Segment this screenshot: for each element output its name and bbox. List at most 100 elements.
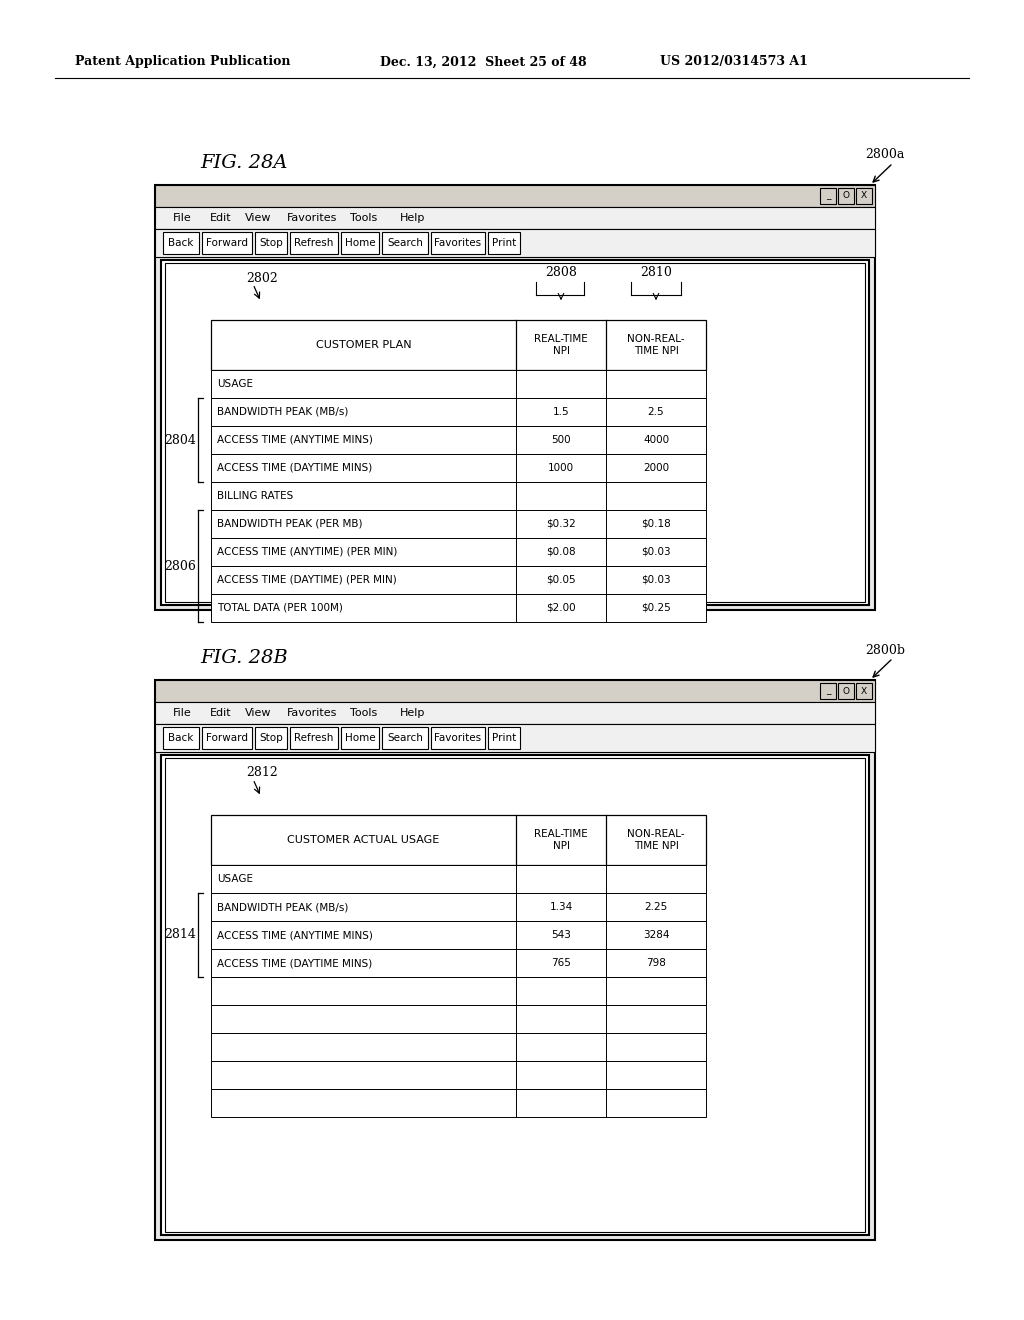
Text: 2804: 2804 bbox=[164, 433, 196, 446]
Bar bbox=[255, 727, 287, 748]
Text: FIG. 28A: FIG. 28A bbox=[200, 154, 288, 172]
Bar bbox=[211, 454, 706, 482]
Text: Favorites: Favorites bbox=[287, 213, 337, 223]
Text: Back: Back bbox=[168, 733, 194, 743]
Bar bbox=[211, 921, 706, 949]
Bar bbox=[382, 727, 428, 748]
Bar bbox=[202, 727, 252, 748]
Text: ACCESS TIME (ANYTIME MINS): ACCESS TIME (ANYTIME MINS) bbox=[217, 931, 373, 940]
Text: O: O bbox=[843, 686, 850, 696]
Text: Edit: Edit bbox=[210, 708, 231, 718]
Text: 2800b: 2800b bbox=[865, 644, 905, 656]
Bar bbox=[431, 232, 485, 253]
Text: $0.08: $0.08 bbox=[546, 546, 575, 557]
Text: Back: Back bbox=[168, 238, 194, 248]
Text: Forward: Forward bbox=[206, 733, 248, 743]
Text: BILLING RATES: BILLING RATES bbox=[217, 491, 293, 502]
Text: ACCESS TIME (DAYTIME) (PER MIN): ACCESS TIME (DAYTIME) (PER MIN) bbox=[217, 576, 396, 585]
Bar bbox=[165, 263, 865, 602]
Text: 3284: 3284 bbox=[643, 931, 670, 940]
Text: Forward: Forward bbox=[206, 238, 248, 248]
Text: Help: Help bbox=[400, 213, 425, 223]
Text: CUSTOMER ACTUAL USAGE: CUSTOMER ACTUAL USAGE bbox=[288, 836, 439, 845]
Text: 500: 500 bbox=[551, 436, 570, 445]
Text: View: View bbox=[245, 213, 271, 223]
Text: 1000: 1000 bbox=[548, 463, 574, 473]
Text: 2812: 2812 bbox=[246, 767, 278, 780]
Text: $0.32: $0.32 bbox=[546, 519, 575, 529]
Text: BANDWIDTH PEAK (MB/s): BANDWIDTH PEAK (MB/s) bbox=[217, 902, 348, 912]
Bar bbox=[211, 865, 706, 894]
Text: View: View bbox=[245, 708, 271, 718]
Text: X: X bbox=[861, 191, 867, 201]
Bar bbox=[155, 207, 874, 228]
Text: 2800a: 2800a bbox=[865, 149, 904, 161]
Text: US 2012/0314573 A1: US 2012/0314573 A1 bbox=[660, 55, 808, 69]
Text: 2.25: 2.25 bbox=[644, 902, 668, 912]
Text: Home: Home bbox=[345, 238, 376, 248]
Text: File: File bbox=[173, 213, 191, 223]
Text: Dec. 13, 2012  Sheet 25 of 48: Dec. 13, 2012 Sheet 25 of 48 bbox=[380, 55, 587, 69]
Text: ACCESS TIME (DAYTIME MINS): ACCESS TIME (DAYTIME MINS) bbox=[217, 463, 373, 473]
Text: ACCESS TIME (ANYTIME MINS): ACCESS TIME (ANYTIME MINS) bbox=[217, 436, 373, 445]
Text: Print: Print bbox=[492, 238, 516, 248]
Bar bbox=[488, 232, 520, 253]
Bar bbox=[211, 482, 706, 510]
Text: 2806: 2806 bbox=[164, 560, 196, 573]
Text: 4000: 4000 bbox=[643, 436, 669, 445]
Bar bbox=[856, 682, 872, 700]
Text: Print: Print bbox=[492, 733, 516, 743]
Bar bbox=[211, 1005, 706, 1034]
Text: Favorites: Favorites bbox=[287, 708, 337, 718]
Text: 2.5: 2.5 bbox=[648, 407, 665, 417]
Bar bbox=[165, 758, 865, 1232]
Text: File: File bbox=[173, 708, 191, 718]
Text: 543: 543 bbox=[551, 931, 571, 940]
Bar bbox=[290, 232, 338, 253]
Bar bbox=[431, 727, 485, 748]
Text: O: O bbox=[843, 191, 850, 201]
Text: Edit: Edit bbox=[210, 213, 231, 223]
Text: Tools: Tools bbox=[350, 708, 377, 718]
Text: $0.18: $0.18 bbox=[641, 519, 671, 529]
Text: 1.34: 1.34 bbox=[549, 902, 572, 912]
Text: REAL-TIME
NPI: REAL-TIME NPI bbox=[535, 829, 588, 851]
Text: 765: 765 bbox=[551, 958, 571, 968]
Text: 2802: 2802 bbox=[246, 272, 278, 285]
Bar bbox=[155, 680, 874, 702]
Text: $0.03: $0.03 bbox=[641, 576, 671, 585]
Text: _: _ bbox=[825, 686, 830, 696]
Bar bbox=[382, 232, 428, 253]
Bar bbox=[211, 1061, 706, 1089]
Bar bbox=[290, 727, 338, 748]
Bar bbox=[155, 680, 874, 1239]
Bar bbox=[211, 814, 706, 865]
Bar bbox=[838, 682, 854, 700]
Text: ACCESS TIME (DAYTIME MINS): ACCESS TIME (DAYTIME MINS) bbox=[217, 958, 373, 968]
Bar bbox=[155, 723, 874, 752]
Bar bbox=[211, 977, 706, 1005]
Text: Stop: Stop bbox=[259, 238, 283, 248]
Text: Help: Help bbox=[400, 708, 425, 718]
Bar bbox=[211, 399, 706, 426]
Text: Search: Search bbox=[387, 733, 423, 743]
Bar bbox=[202, 232, 252, 253]
Bar bbox=[211, 370, 706, 399]
Text: Refresh: Refresh bbox=[294, 238, 334, 248]
Text: $0.05: $0.05 bbox=[546, 576, 575, 585]
Bar bbox=[163, 232, 199, 253]
Text: 2814: 2814 bbox=[164, 928, 196, 941]
Text: NON-REAL-
TIME NPI: NON-REAL- TIME NPI bbox=[627, 829, 685, 851]
Text: X: X bbox=[861, 686, 867, 696]
Bar bbox=[820, 682, 836, 700]
Bar bbox=[155, 702, 874, 723]
Text: USAGE: USAGE bbox=[217, 874, 253, 884]
Bar bbox=[163, 727, 199, 748]
Text: ACCESS TIME (ANYTIME) (PER MIN): ACCESS TIME (ANYTIME) (PER MIN) bbox=[217, 546, 397, 557]
Text: $0.03: $0.03 bbox=[641, 546, 671, 557]
Bar bbox=[211, 594, 706, 622]
Bar bbox=[161, 260, 869, 605]
Bar bbox=[211, 426, 706, 454]
Bar bbox=[211, 566, 706, 594]
Bar bbox=[211, 894, 706, 921]
